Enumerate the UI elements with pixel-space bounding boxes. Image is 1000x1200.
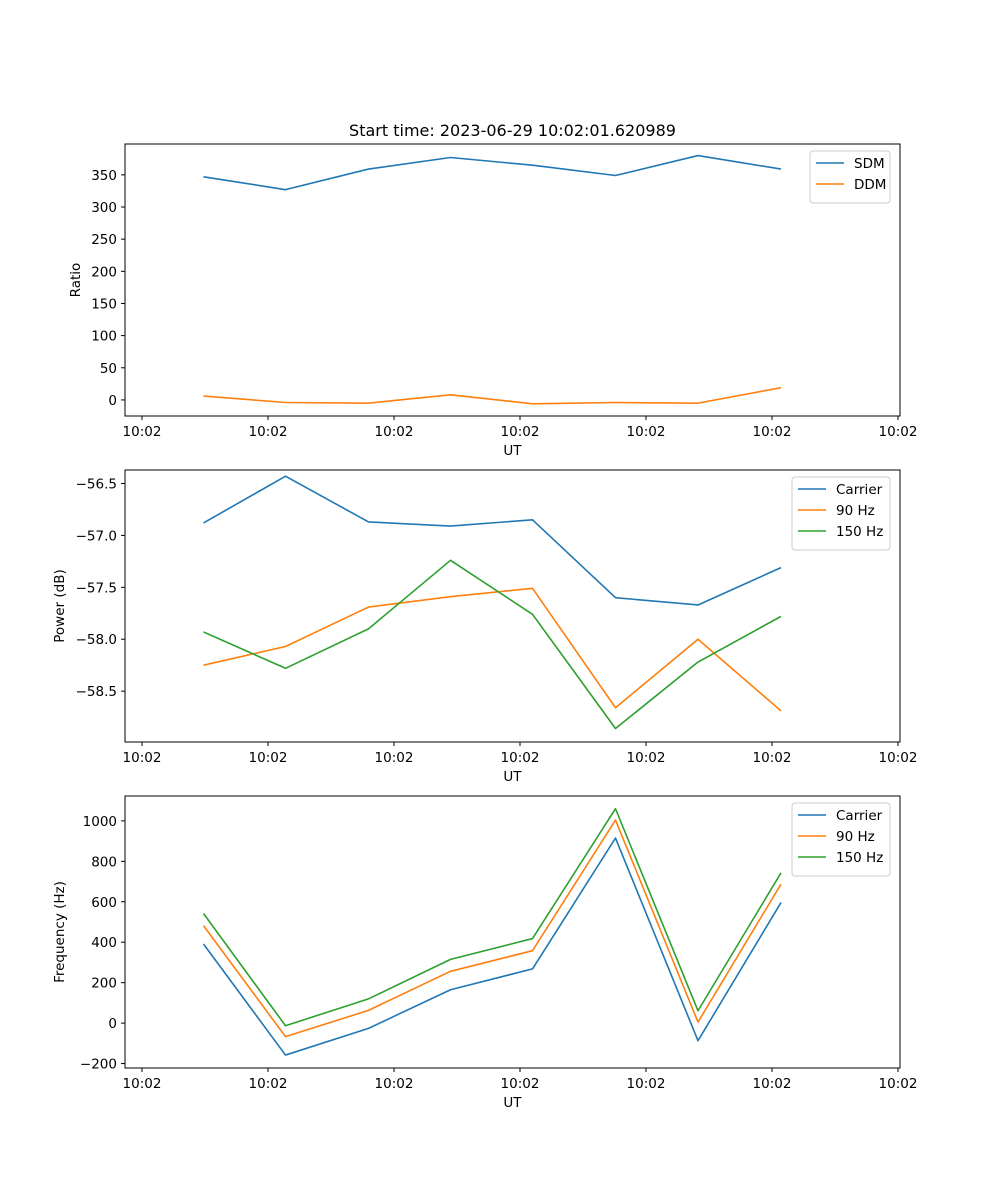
y-tick-label: −57.0: [76, 528, 117, 544]
series-line-150-hz: [203, 559, 782, 730]
power-panel: 10:02 10:02 10:02 10:02 10:02 10:02 10:02 −58.5…: [52, 469, 918, 785]
legend-label: SDM: [854, 156, 885, 172]
x-tick-label: 10:02: [375, 1076, 414, 1092]
y-tick-label: 150: [91, 296, 117, 312]
x-tick-label: 10:02: [753, 424, 792, 440]
x-tick-label: 10:02: [123, 424, 162, 440]
x-tick-label: 10:02: [501, 750, 540, 766]
x-tick-label: 10:02: [249, 750, 288, 766]
y-tick-label: 250: [91, 232, 117, 248]
series-line-sdm: [203, 154, 782, 191]
series-line-150-hz: [202, 807, 782, 1027]
y-tick-label: −200: [80, 1057, 117, 1073]
x-axis-label: UT: [503, 769, 522, 785]
x-tick-label: 10:02: [501, 1076, 540, 1092]
y-tick-label: 600: [91, 895, 117, 911]
y-tick-label: 300: [91, 200, 117, 216]
x-tick-label: 10:02: [375, 750, 414, 766]
ratio-panel: 10:02 10:02 10:02 10:02 10:02 10:02 10:02 0 50 10…: [68, 143, 918, 459]
y-axis-label: Frequency (Hz): [52, 881, 68, 983]
legend: SDM DDM: [809, 150, 891, 204]
x-axis-label: UT: [503, 1095, 522, 1111]
x-tick-label: 10:02: [627, 750, 666, 766]
x-tick-label: 10:02: [627, 1076, 666, 1092]
y-tick-label: 400: [91, 935, 117, 951]
y-tick-label: −58.0: [76, 632, 117, 648]
y-tick-label: 100: [91, 329, 117, 345]
y-tick-label: 800: [91, 854, 117, 870]
y-tick-label: 350: [91, 168, 117, 184]
y-tick-label: 1000: [83, 814, 117, 830]
legend-label: Carrier: [836, 808, 883, 824]
x-axis-label: UT: [503, 443, 522, 459]
y-tick-label: 200: [91, 976, 117, 992]
legend: Carrier 90 Hz 150 Hz: [791, 802, 891, 877]
axes-frame: [124, 795, 901, 1069]
frequency-panel: 10:02 10:02 10:02 10:02 10:02 10:02 10:02 −200 0…: [52, 795, 918, 1111]
y-tick-label: 200: [91, 264, 117, 280]
y-tick-label: 50: [100, 361, 117, 377]
legend-box: [809, 150, 891, 204]
y-axis-label: Power (dB): [52, 569, 68, 642]
legend-label: 90 Hz: [836, 503, 875, 519]
x-tick-label: 10:02: [879, 424, 918, 440]
y-axis-label: Ratio: [68, 263, 84, 298]
y-tick-label: −58.5: [76, 684, 117, 700]
legend-label: 150 Hz: [836, 524, 883, 540]
legend: Carrier 90 Hz 150 Hz: [791, 476, 891, 551]
y-tick-label: 0: [108, 1016, 117, 1032]
x-tick-label: 10:02: [249, 1076, 288, 1092]
axes-frame: [124, 469, 901, 743]
y-tick-label: −57.5: [76, 580, 117, 596]
series-line-90-hz: [202, 819, 782, 1038]
axes-frame: [124, 143, 901, 417]
legend-label: DDM: [854, 177, 886, 193]
y-tick-label: −56.5: [76, 476, 117, 492]
x-tick-label: 10:02: [753, 1076, 792, 1092]
series-line-carrier: [202, 837, 782, 1056]
figure-title: Start time: 2023-06-29 10:02:01.620989: [349, 121, 676, 140]
x-tick-label: 10:02: [123, 1076, 162, 1092]
legend-label: 150 Hz: [836, 850, 883, 866]
x-tick-label: 10:02: [123, 750, 162, 766]
x-tick-label: 10:02: [879, 1076, 918, 1092]
series-line-carrier: [203, 475, 782, 606]
series-line-90-hz: [203, 587, 782, 712]
series-line-ddm: [203, 386, 782, 405]
x-tick-label: 10:02: [627, 424, 666, 440]
y-tick-label: 0: [108, 393, 117, 409]
x-tick-label: 10:02: [753, 750, 792, 766]
legend-label: Carrier: [836, 482, 883, 498]
legend-label: 90 Hz: [836, 829, 875, 845]
x-tick-label: 10:02: [249, 424, 288, 440]
x-tick-label: 10:02: [501, 424, 540, 440]
x-tick-label: 10:02: [879, 750, 918, 766]
x-tick-label: 10:02: [375, 424, 414, 440]
